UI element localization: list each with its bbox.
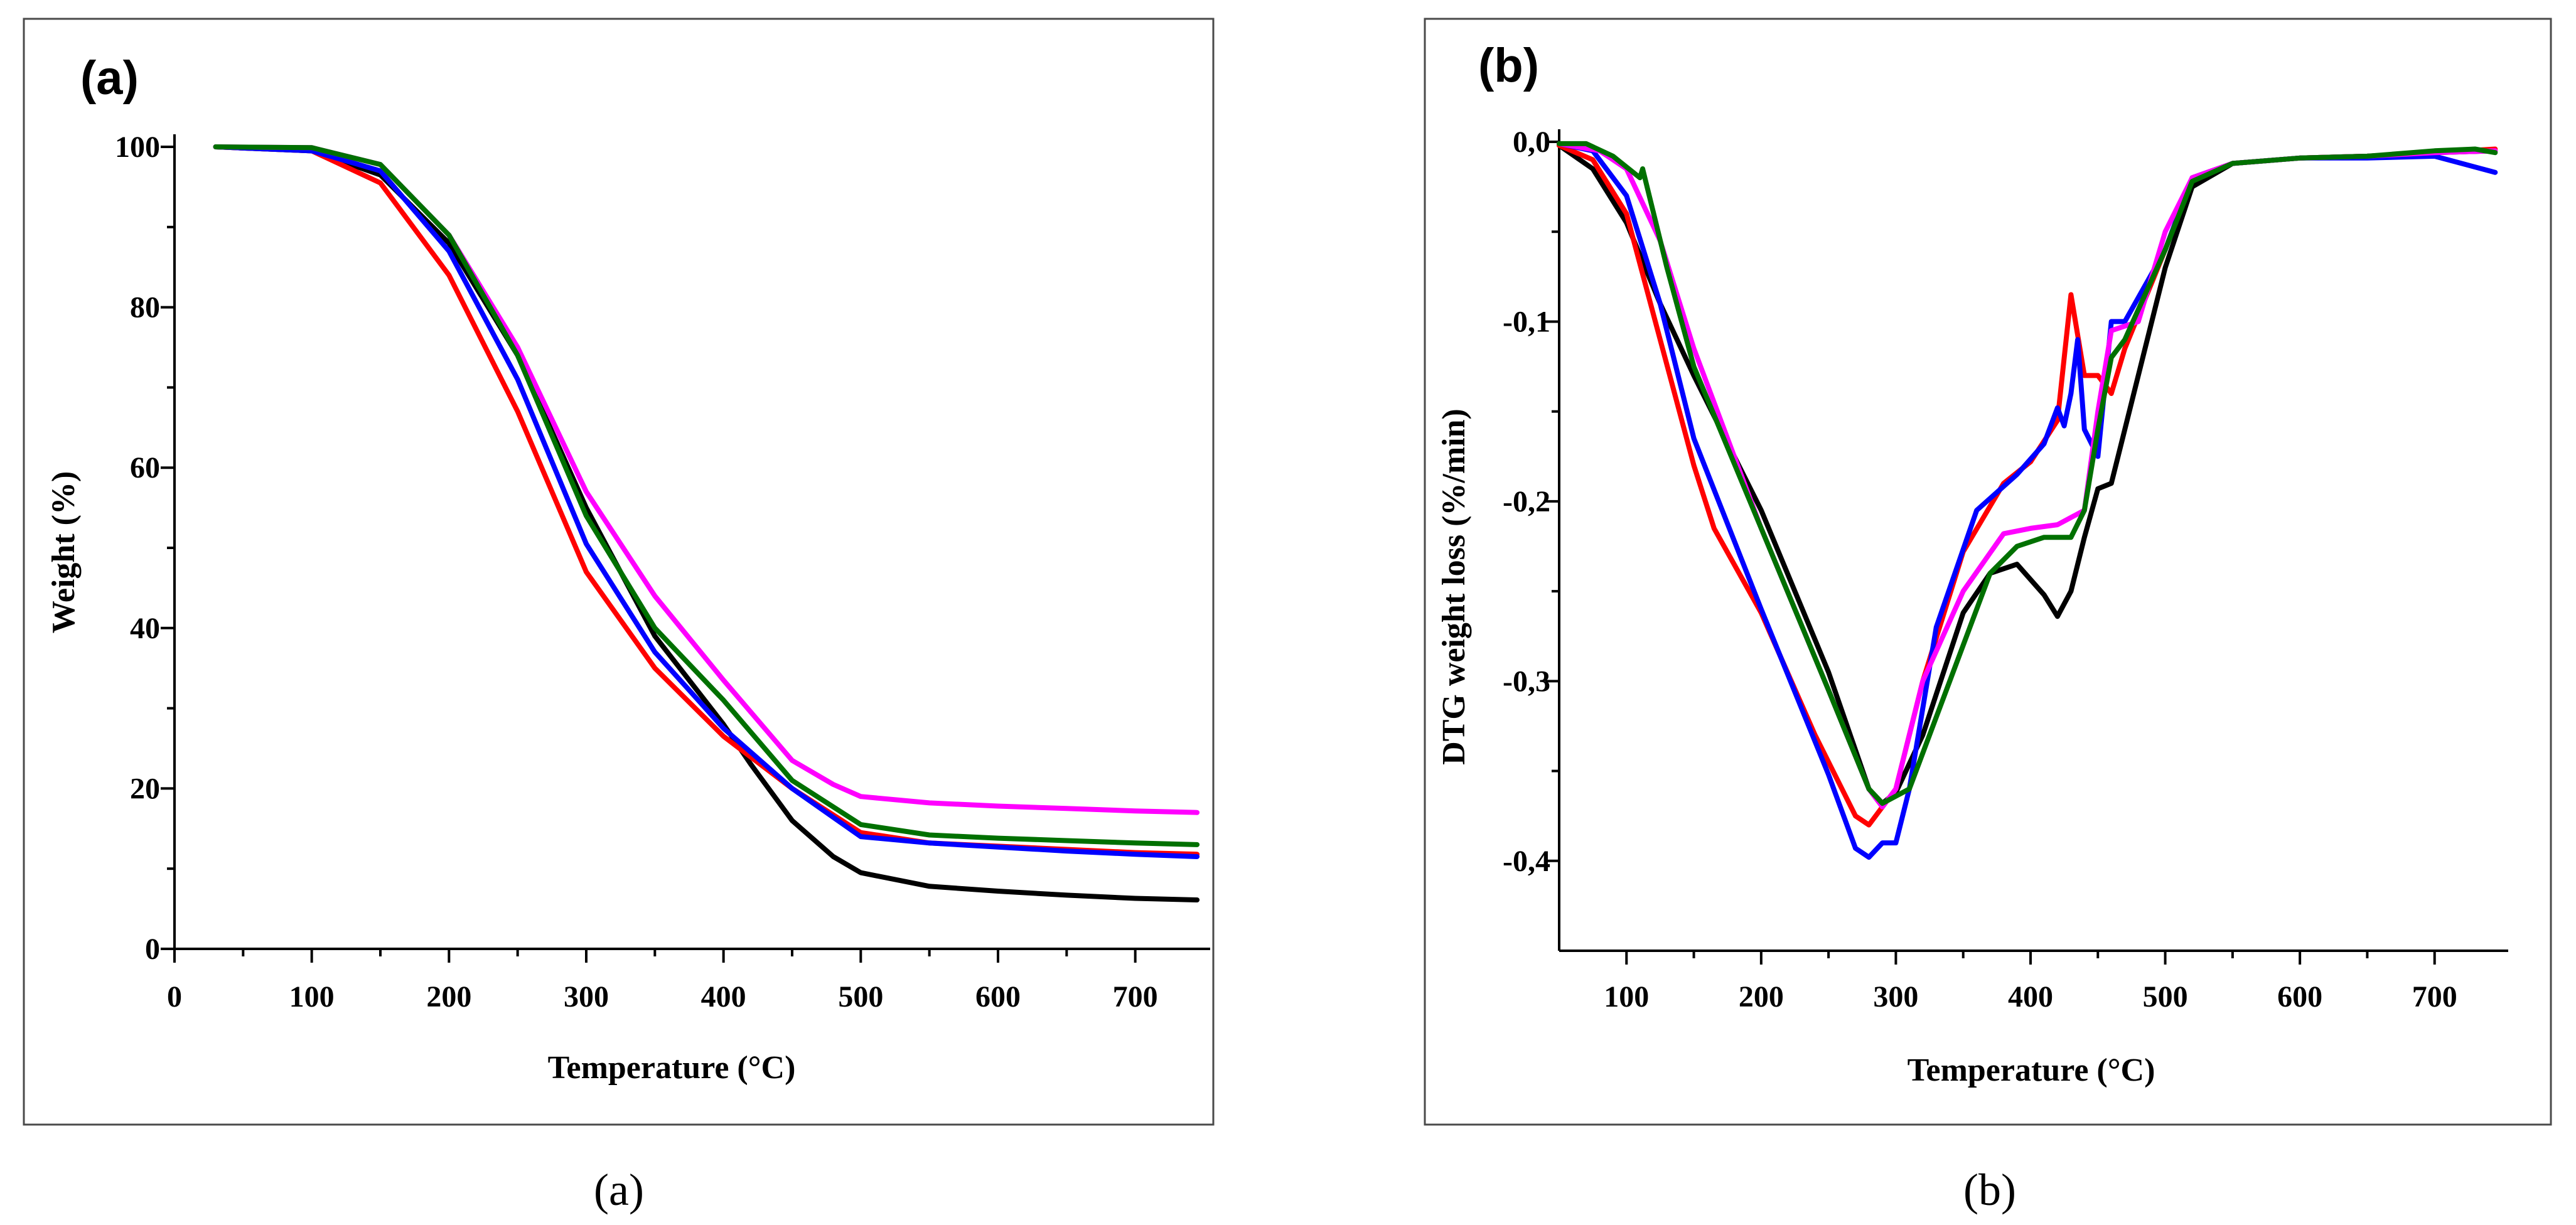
b-series-r3-ac: [1557, 141, 2498, 806]
b-y-tick-label: -0,3: [1503, 665, 1550, 698]
b-x-tick-label: 700: [2412, 980, 2457, 1014]
a-x-tick-label: 600: [975, 980, 1021, 1014]
a-x-tick-label: 700: [1113, 980, 1158, 1014]
a-series-r0: [213, 144, 1200, 902]
caption-b: (b): [1963, 1165, 2016, 1215]
a-y-tick-label: 80: [130, 291, 160, 324]
a-y-tick-label: 100: [115, 131, 160, 164]
a-series-r3-ac: [213, 144, 1200, 847]
a-y-tick-label: 40: [130, 612, 160, 645]
caption-a: (a): [594, 1165, 644, 1215]
a-x-tick-label: 400: [701, 980, 746, 1014]
b-x-tick-label: 500: [2143, 980, 2188, 1014]
panel-b-xlabel: Temperature (°C): [1908, 1052, 2155, 1088]
panel-b-tag: (b): [1478, 39, 1539, 92]
panel-b-frame: [1424, 18, 2552, 1126]
b-x-tick-label: 200: [1739, 980, 1784, 1014]
a-x-tick-label: 200: [426, 980, 471, 1014]
b-y-tick-label: -0,1: [1503, 305, 1550, 338]
b-x-tick-label: 100: [1604, 980, 1649, 1014]
a-x-tick-label: 0: [167, 980, 182, 1014]
b-y-tick-label: -0,4: [1503, 845, 1550, 878]
a-series-r1-without-ac: [213, 144, 1200, 857]
a-y-tick-label: 60: [130, 451, 160, 484]
panel-a-xlabel: Temperature (°C): [548, 1050, 796, 1086]
a-x-tick-label: 100: [289, 980, 335, 1014]
b-series-r1-ac: [1557, 141, 2498, 860]
panel-b-series: [1557, 141, 2498, 860]
b-y-tick-label: -0,2: [1503, 485, 1550, 518]
a-x-tick-label: 500: [838, 980, 883, 1014]
b-x-tick-label: 400: [2008, 980, 2053, 1014]
b-series-r0: [1557, 142, 2498, 806]
panel-a-tag: (a): [80, 51, 139, 105]
a-series-r1-ac: [213, 144, 1200, 859]
panel-a: (a) 0 100 200 300 400 500 600 700 0 20 40 60 80 100 T…: [23, 18, 1215, 1126]
a-y-tick-label: 0: [145, 933, 160, 966]
panel-a-series: [213, 144, 1200, 902]
b-series-r1-without-ac: [1557, 142, 2498, 828]
panel-a-axes: 0 100 200 300 400 500 600 700 0 20 40 60 80 100: [115, 131, 1210, 1014]
panel-b-axes: 100 200 300 400 500 600 700 0,0 -0,1 -0,2 -0,3 -0,4: [1503, 126, 2508, 1014]
b-y-tick-label: 0,0: [1513, 126, 1550, 159]
panel-a-ylabel: Weight (%): [46, 471, 82, 634]
panel-b: (b) 100 200 300 400 500 600 700 0,0 -0,1 -0,2 -0,3…: [1424, 18, 2552, 1126]
panel-a-frame: [23, 18, 1215, 1126]
panel-b-ylabel: DTG weight loss (%/min): [1436, 409, 1472, 765]
b-x-tick-label: 600: [2277, 980, 2322, 1014]
b-x-tick-label: 300: [1873, 980, 1918, 1014]
a-y-tick-label: 20: [130, 772, 160, 805]
a-x-tick-label: 300: [564, 980, 609, 1014]
